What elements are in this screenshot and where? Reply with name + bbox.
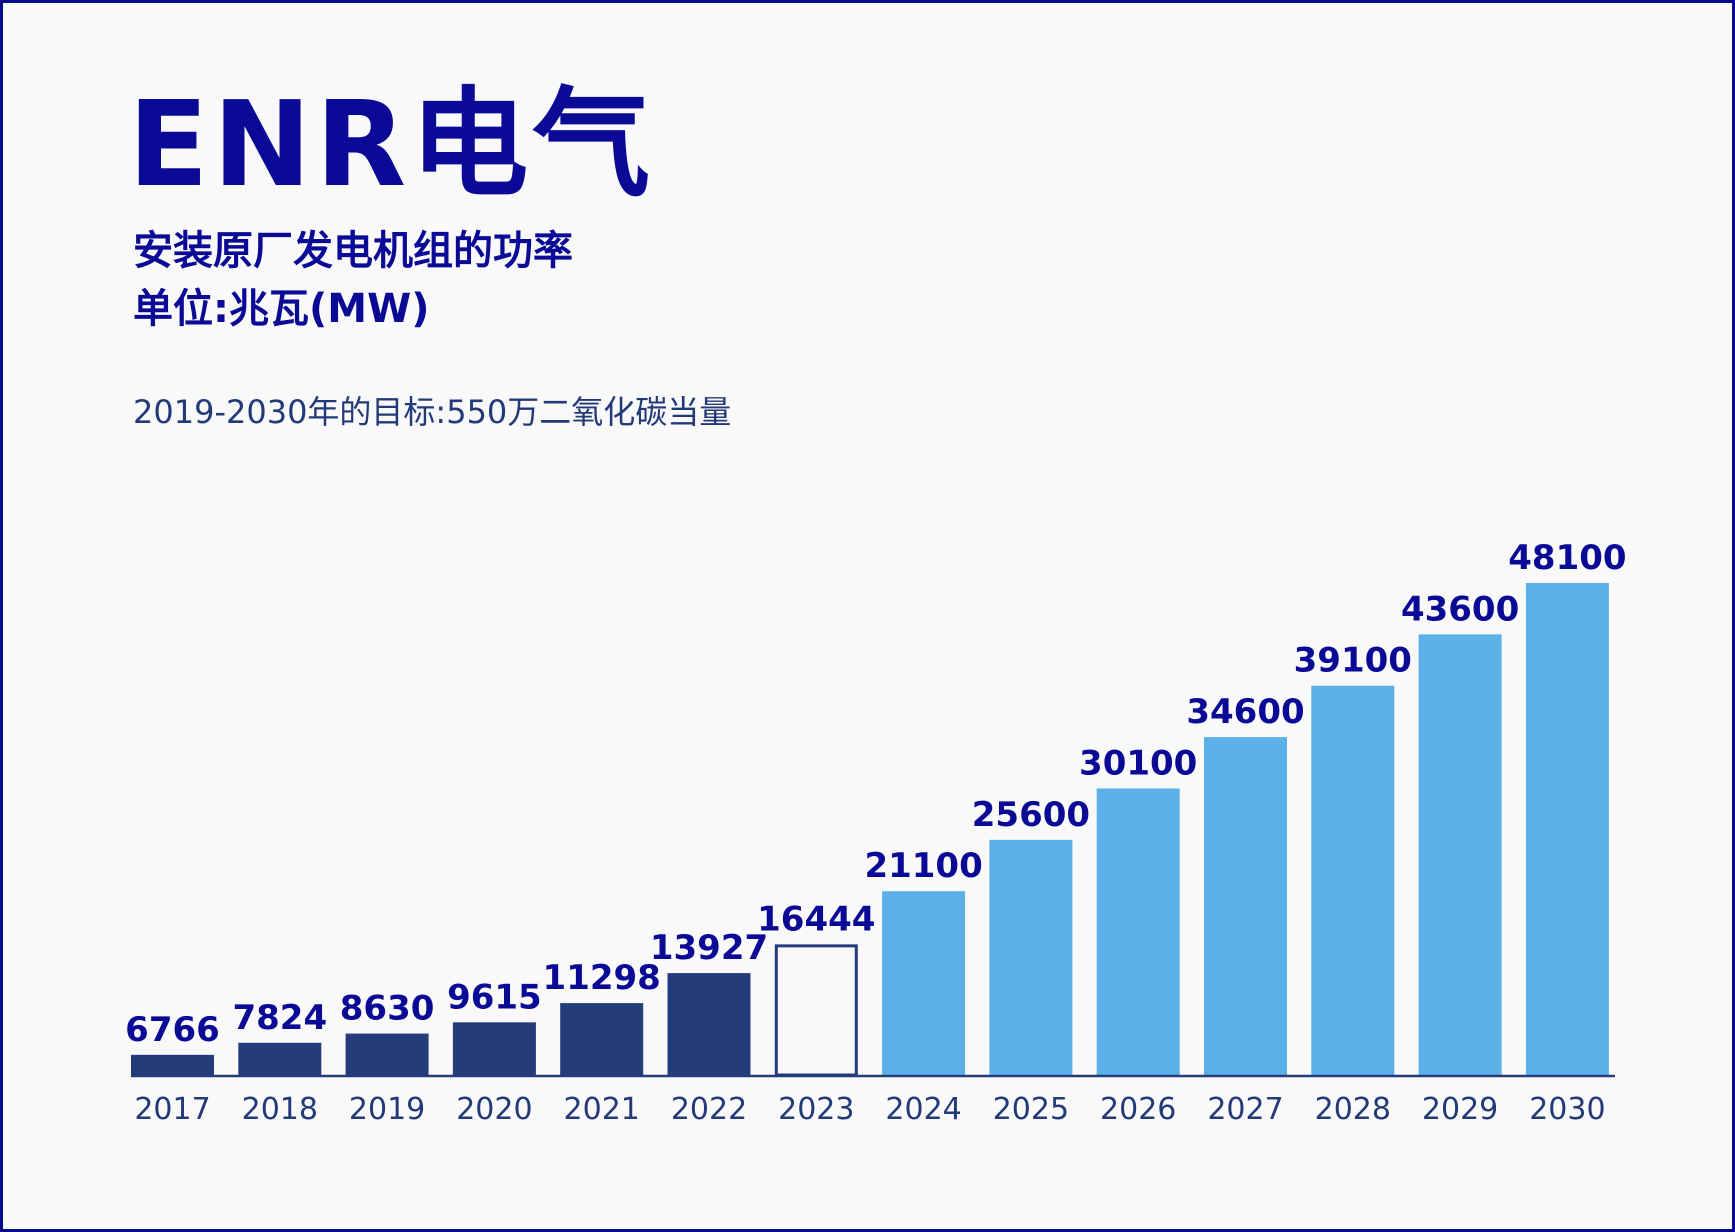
bar-2030 [1525, 583, 1609, 1075]
x-tick-label-2023: 2023 [778, 1092, 854, 1127]
value-label-2026: 30100 [1079, 743, 1197, 783]
x-tick-label-2022: 2022 [671, 1092, 747, 1127]
bar-2029 [1418, 634, 1502, 1075]
bar-2022 [667, 973, 751, 1075]
x-tick-label-2021: 2021 [564, 1092, 640, 1127]
x-tick-label-2019: 2019 [349, 1092, 425, 1127]
value-label-2018: 7824 [232, 998, 327, 1038]
bar-2017 [131, 1054, 214, 1075]
bar-2028 [1311, 685, 1395, 1075]
bar-2024 [882, 891, 966, 1075]
value-label-2024: 21100 [864, 846, 982, 886]
x-tick-label-2028: 2028 [1315, 1092, 1391, 1127]
value-label-2028: 39100 [1294, 641, 1412, 681]
bar-2018 [238, 1042, 322, 1075]
value-label-2019: 8630 [340, 989, 435, 1029]
chart-subtitle: 安装原厂发电机组的功率 [133, 228, 573, 274]
value-label-2029: 43600 [1401, 589, 1519, 629]
value-label-2023: 16444 [757, 899, 875, 939]
value-label-2021: 11298 [543, 958, 661, 998]
x-tick-label-2020: 2020 [456, 1092, 532, 1127]
target-note: 2019-2030年的目标:550万二氧化碳当量 [133, 393, 732, 431]
x-tick-label-2030: 2030 [1529, 1092, 1605, 1127]
value-label-2020: 9615 [447, 977, 542, 1017]
value-label-2027: 34600 [1186, 692, 1304, 732]
value-label-2025: 25600 [972, 795, 1090, 835]
bar-2021 [560, 1003, 644, 1075]
bar-2026 [1096, 788, 1180, 1075]
value-label-2030: 48100 [1508, 538, 1626, 578]
x-tick-label-2029: 2029 [1422, 1092, 1498, 1127]
bar-chart: 6766 2017 7824 2018 8630 2019 9615 2020 11298 202… [125, 538, 1626, 1127]
x-tick-label-2024: 2024 [885, 1092, 961, 1127]
bar-2019 [345, 1033, 429, 1075]
x-tick-label-2027: 2027 [1207, 1092, 1283, 1127]
bar-2027 [1204, 737, 1287, 1075]
x-tick-label-2026: 2026 [1100, 1092, 1176, 1127]
brand-title: ENR电气 [128, 75, 655, 213]
bar-2025 [989, 839, 1073, 1075]
bar-2020 [452, 1022, 536, 1075]
value-label-2022: 13927 [650, 928, 768, 968]
x-tick-label-2025: 2025 [993, 1092, 1069, 1127]
unit-label: 单位:兆瓦(MW) [133, 286, 430, 332]
x-tick-label-2018: 2018 [242, 1092, 318, 1127]
x-tick-label-2017: 2017 [134, 1092, 210, 1127]
value-label-2017: 6766 [125, 1010, 220, 1050]
bar-2023 [774, 944, 858, 1077]
